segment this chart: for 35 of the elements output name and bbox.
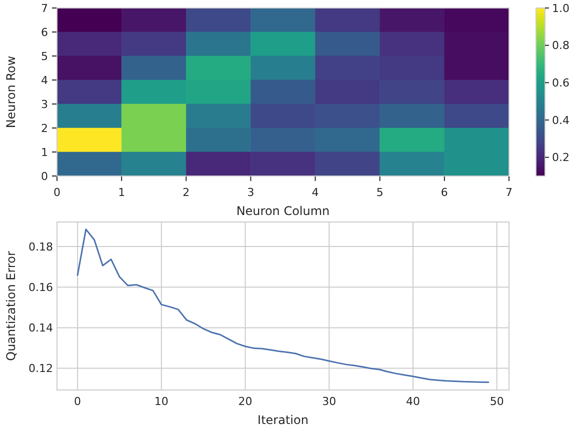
x-tick-label: 30 bbox=[322, 395, 336, 408]
y-tick-label: 6 bbox=[41, 26, 48, 39]
x-axis-title: Iteration bbox=[258, 413, 308, 427]
color-bar-label: 0.6 bbox=[552, 76, 570, 90]
x-tick-label: 6 bbox=[440, 186, 448, 199]
x-tick-label: 7 bbox=[506, 186, 512, 199]
x-tick-label: 2 bbox=[182, 186, 190, 199]
x-tick-label: 3 bbox=[247, 186, 254, 199]
color-bar-label: 1.0 bbox=[552, 2, 570, 15]
color-bar-label: 0.2 bbox=[552, 151, 570, 164]
line-series bbox=[76, 228, 490, 384]
x-tick-label: 10 bbox=[154, 395, 168, 408]
y-tick-label: 4 bbox=[41, 74, 48, 87]
x-tick-label: 40 bbox=[406, 395, 420, 408]
y-axis-title: Neuron Row bbox=[4, 56, 18, 128]
y-tick-label: 3 bbox=[41, 98, 48, 111]
color-bar-label: 0.4 bbox=[552, 114, 570, 127]
y-tick-label: 2 bbox=[41, 122, 48, 135]
x-tick-label: 4 bbox=[312, 186, 319, 199]
y-tick-label: 0.18 bbox=[28, 240, 53, 254]
x-tick-label: 0 bbox=[74, 395, 82, 408]
color-bar-label: 0.8 bbox=[552, 39, 570, 52]
x-tick-label: 50 bbox=[490, 395, 504, 408]
y-tick-label: 0.16 bbox=[28, 280, 53, 294]
y-tick-label: 1 bbox=[41, 146, 48, 159]
y-tick-label: 0.14 bbox=[28, 322, 53, 335]
y-tick-label: 0.12 bbox=[28, 362, 53, 376]
y-tick-label: 0 bbox=[41, 170, 48, 183]
x-axis-title: Neuron Column bbox=[236, 204, 330, 218]
y-tick-label: 5 bbox=[41, 50, 48, 63]
x-tick-label: 20 bbox=[238, 395, 252, 408]
y-tick-label: 7 bbox=[41, 2, 48, 15]
x-tick-label: 1 bbox=[118, 186, 126, 199]
y-axis-title: Quantization Error bbox=[4, 251, 18, 361]
x-tick-label: 5 bbox=[376, 186, 384, 199]
